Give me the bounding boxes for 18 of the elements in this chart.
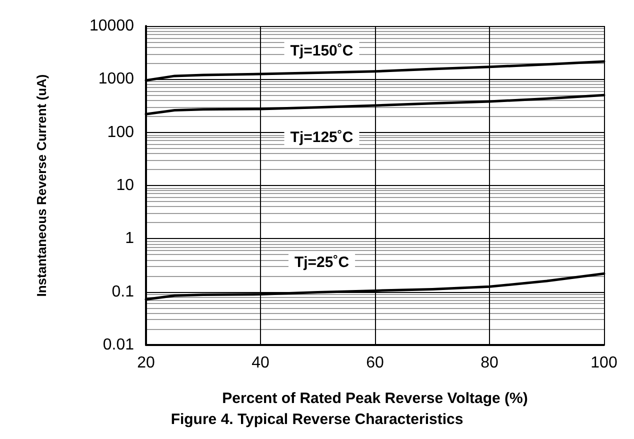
x-tick-label: 40 (252, 354, 270, 372)
y-tick-label: 0.01 (102, 336, 134, 354)
series-label: Tj=25˚C (294, 254, 350, 271)
y-tick-label: 1000 (98, 70, 134, 88)
y-tick-label: 1 (125, 230, 134, 248)
y-axis-title: Instantaneous Reverse Current (uA) (34, 74, 49, 297)
x-tick-label: 60 (366, 354, 384, 372)
x-tick-label: 80 (480, 354, 498, 372)
series-label: Tj=125˚C (290, 128, 354, 146)
x-axis-title: Percent of Rated Peak Reverse Voltage (%) (222, 390, 528, 407)
series-label: Tj=150˚C (290, 42, 354, 60)
y-tick-label: 0.1 (112, 283, 134, 300)
y-tick-label: 10000 (90, 18, 134, 34)
y-tick-label: 10 (116, 177, 134, 194)
x-tick-label: 100 (590, 354, 618, 372)
x-tick-label: 20 (137, 354, 155, 372)
y-tick-label: 100 (107, 124, 134, 141)
caption: Figure 4. Typical Reverse Characteristics (170, 411, 464, 428)
